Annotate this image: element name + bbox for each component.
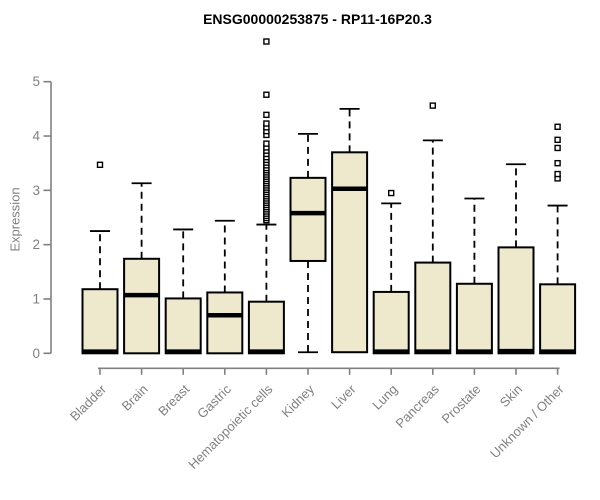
iqr-box: [497, 246, 535, 355]
x-tick-label-pancreas: Pancreas: [392, 381, 442, 431]
outlier-point: [429, 102, 436, 109]
box-liver: [331, 107, 369, 354]
iqr-box: [81, 288, 119, 355]
x-tick-label-kidney: Kidney: [278, 381, 317, 420]
iqr-box: [539, 283, 577, 355]
y-tick-label: 1: [32, 291, 40, 306]
outlier-point: [388, 189, 395, 197]
x-tick-label-lung: Lung: [369, 382, 400, 413]
box-pancreas: [414, 102, 452, 355]
iqr-box: [206, 291, 244, 355]
iqr-box: [372, 290, 410, 355]
outlier-point: [263, 91, 270, 98]
box-brain: [123, 182, 161, 355]
x-tick-label-breast: Breast: [155, 381, 192, 418]
x-tick-label-bladder: Bladder: [67, 381, 110, 424]
iqr-box: [289, 176, 327, 262]
iqr-box: [414, 261, 452, 355]
x-tick-label-liver: Liver: [328, 381, 359, 412]
x-tick-label-brain: Brain: [119, 382, 151, 414]
x-tick-label-gastric: Gastric: [194, 381, 234, 421]
outlier-point: [554, 136, 561, 144]
y-tick-label: 4: [32, 129, 40, 144]
y-tick-label: 5: [32, 74, 40, 89]
outlier-point: [263, 120, 270, 127]
outlier-point: [263, 140, 270, 147]
y-axis: 0 1 2 3 4 5: [32, 74, 52, 361]
x-tick-label-prostate: Prostate: [439, 382, 484, 427]
box-hematopoietic-cells: [247, 38, 285, 355]
box-kidney: [289, 132, 327, 354]
iqr-box: [164, 297, 202, 355]
y-tick-label: 3: [32, 183, 40, 198]
chart-title: ENSG00000253875 - RP11-16P20.3: [203, 11, 432, 27]
outlier-point: [263, 38, 270, 45]
y-tick-label: 2: [32, 237, 40, 252]
outlier-point: [554, 123, 561, 130]
outlier-point: [554, 170, 561, 178]
iqr-box: [331, 151, 369, 354]
iqr-box: [247, 300, 285, 355]
x-tick-label-skin: Skin: [497, 382, 525, 410]
box-lung: [372, 189, 410, 355]
outlier-point: [96, 161, 104, 169]
box-bladder: [81, 161, 119, 355]
outlier-point: [554, 159, 561, 167]
x-tick-label-unknown-other: Unknown / Other: [487, 381, 567, 461]
iqr-box: [123, 257, 161, 355]
box-skin: [497, 163, 535, 355]
box-breast: [164, 228, 202, 355]
outlier-point: [263, 111, 270, 119]
box-prostate: [455, 197, 493, 355]
iqr-box: [455, 282, 493, 355]
outlier-point: [554, 144, 561, 152]
y-tick-label: 0: [32, 346, 40, 361]
box-gastric: [206, 219, 244, 355]
box-unknown-other: [539, 123, 577, 355]
